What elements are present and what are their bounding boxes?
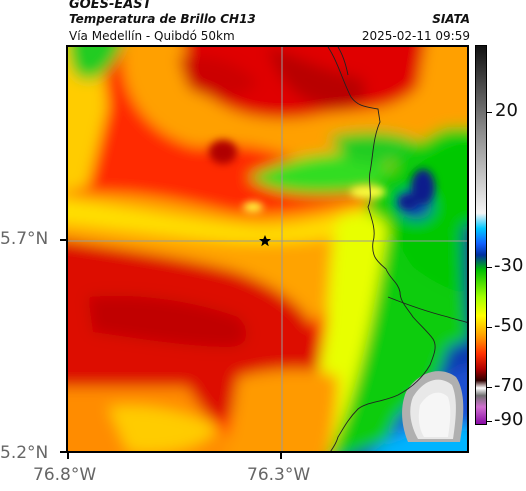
cbar-tick-m90: [487, 421, 492, 423]
region-subtitle: Vía Medellín - Quibdó 50km: [69, 29, 235, 43]
colorbar-gradient: [476, 46, 486, 424]
colorbar-label-20: 20: [495, 100, 518, 121]
cbar-tick-m50: [487, 327, 492, 329]
map-panel: [66, 45, 469, 453]
cbar-tick-m70: [487, 387, 492, 389]
municipal-border: [387, 296, 467, 323]
x-tick-76.8: [67, 453, 69, 459]
cold-cloud-top: [402, 371, 464, 442]
y-axis-label-5.2N: 5.2°N: [0, 443, 49, 463]
x-axis-label-76.3W: 76.3°W: [247, 465, 311, 485]
x-tick-76.3: [280, 453, 282, 459]
convection-cores: [209, 140, 435, 212]
agency-label: SIATA: [432, 12, 470, 26]
product-title: Temperatura de Brillo CH13: [69, 12, 256, 26]
cbar-tick-m30: [487, 267, 492, 269]
department-border: [327, 47, 436, 451]
colorbar-label-minus30: -30: [494, 255, 524, 276]
colorbar-label-minus90: -90: [494, 409, 524, 430]
colorbar: [475, 45, 487, 425]
satellite-title: GOES-EAST: [69, 0, 152, 12]
border-segment: [337, 47, 349, 76]
gridlines: [68, 47, 467, 451]
y-tick-5.7: [60, 239, 66, 241]
y-axis-label-5.7N: 5.7°N: [0, 229, 49, 249]
brightness-temperature-map: [68, 47, 467, 451]
temperature-field: [68, 47, 467, 451]
colorbar-label-minus70: -70: [494, 375, 524, 396]
x-axis-label-76.8W: 76.8°W: [33, 465, 97, 485]
timestamp-label: 2025-02-11 09:59: [361, 29, 470, 43]
y-tick-5.2: [60, 451, 66, 453]
location-star-marker: [259, 235, 271, 247]
cbar-tick-20: [487, 112, 492, 114]
admin-borders: [327, 47, 467, 451]
colorbar-label-minus50: -50: [494, 315, 524, 336]
